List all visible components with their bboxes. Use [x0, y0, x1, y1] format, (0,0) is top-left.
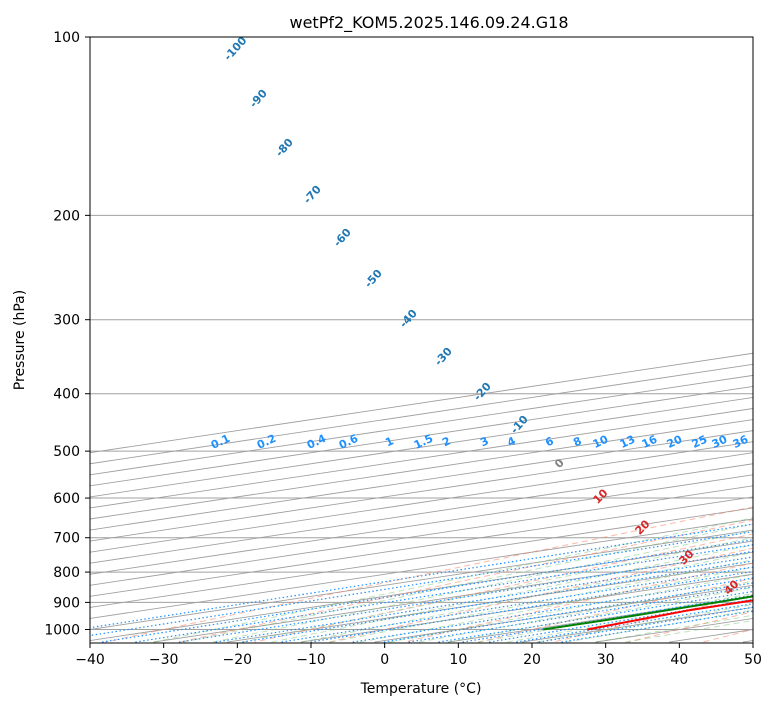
- mixing-ratio-label: 13: [618, 433, 637, 451]
- mixing-ratio-line: [102, 539, 753, 643]
- x-tick-label: 10: [449, 652, 467, 668]
- moist-adiabat-line: [418, 580, 753, 643]
- y-tick-label: 300: [53, 313, 80, 329]
- y-tick-label: 400: [53, 387, 80, 403]
- mixing-ratio-label: 16: [640, 433, 660, 451]
- dry-adiabat-label: -80: [273, 136, 296, 160]
- x-tick-label: 30: [597, 652, 615, 668]
- mixing-ratio-label: 0.2: [255, 432, 278, 452]
- sounding-profiles: [542, 595, 753, 631]
- moist-adiabat-line: [330, 559, 753, 643]
- dry-adiabat-label: -90: [247, 87, 270, 111]
- mixing-ratio-label: 4: [505, 434, 518, 449]
- mixing-ratio-label: 2: [440, 434, 452, 449]
- mixing-ratio-line: [489, 598, 753, 643]
- dry-adiabat-label: -10: [508, 413, 531, 437]
- dry-adiabat-line: [478, 578, 753, 643]
- y-tick-label: 600: [53, 491, 80, 507]
- isotherm-line: [742, 640, 753, 643]
- dry-adiabat-label: -70: [301, 183, 324, 207]
- mixing-ratio-line: [383, 582, 753, 643]
- y-tick-label: 1000: [44, 623, 80, 639]
- y-tick-label: 100: [53, 30, 80, 46]
- y-axis: 100 200 300 400 500 600 700 800 900 1000: [44, 30, 90, 639]
- moist-adiabat-line: [389, 573, 753, 643]
- mixing-ratio-label: 8: [571, 434, 583, 449]
- isotherm-line: [227, 562, 753, 643]
- isotherm-line: [521, 606, 753, 643]
- y-tick-label: 200: [53, 208, 80, 224]
- isotherm-line: [90, 529, 753, 630]
- isotherm-line: [374, 584, 753, 643]
- x-tick-label: −20: [223, 652, 253, 668]
- dry-adiabat-label: -20: [471, 380, 494, 404]
- reference-line-labels: -100-90-80-70-60-50-40-30-20-10010203040…: [209, 34, 751, 598]
- mixing-ratio-label: 1: [383, 434, 395, 449]
- moist-adiabat-line: [271, 544, 753, 643]
- y-tick-label: 500: [53, 444, 80, 460]
- reference-lines: [90, 37, 753, 643]
- dry-adiabat-label: -60: [331, 226, 354, 250]
- mixing-ratio-label: 36: [731, 433, 751, 451]
- isotherm-line: [90, 485, 753, 586]
- dry-adiabat-line: [179, 519, 753, 643]
- mixing-ratio-label: 10: [591, 433, 611, 451]
- dewpoint-line: [542, 595, 753, 631]
- mixing-ratio-line: [516, 603, 753, 643]
- dry-adiabat-line: [329, 547, 753, 643]
- x-axis: −40 −30 −20 −10 0 10 20 30 40 50: [75, 643, 762, 668]
- dry-adiabat-line: [553, 594, 753, 643]
- x-axis-label: Temperature (°C): [360, 681, 482, 697]
- moist-adiabat-label: 10: [591, 486, 611, 506]
- moist-adiabat-label: 40: [722, 577, 742, 597]
- mixing-ratio-line: [215, 556, 753, 643]
- y-tick-label: 800: [53, 565, 80, 581]
- dry-adiabat-label: -50: [362, 267, 385, 291]
- mixing-ratio-line: [135, 544, 753, 643]
- x-tick-label: 20: [523, 652, 541, 668]
- y-tick-label: 900: [53, 595, 80, 611]
- x-tick-label: 40: [670, 652, 688, 668]
- isotherm-line: [90, 452, 753, 553]
- isotherm-line: [90, 540, 753, 642]
- mixing-ratio-label: 0.4: [305, 432, 328, 452]
- mixing-ratio-line: [462, 594, 753, 643]
- mixing-ratio-label: 0.1: [209, 432, 232, 452]
- isotherm-line: [90, 474, 753, 575]
- dry-adiabat-line: [104, 506, 753, 643]
- isotherm-line: [90, 496, 753, 597]
- dry-adiabat-label: -40: [397, 307, 420, 331]
- moist-adiabat-line: [507, 598, 753, 643]
- mixing-ratio-label: 6: [543, 434, 556, 449]
- dry-adiabat-line: [254, 533, 753, 643]
- x-tick-label: −30: [149, 652, 179, 668]
- mixing-ratio-line: [352, 577, 753, 643]
- y-tick-label: 700: [53, 531, 80, 547]
- x-tick-label: −10: [296, 652, 326, 668]
- moist-adiabat-line: [477, 592, 753, 643]
- moist-adiabat-line: [241, 537, 753, 643]
- dry-adiabat-label: -100: [221, 34, 249, 63]
- x-tick-label: 50: [744, 652, 762, 668]
- mixing-ratio-label: 3: [478, 434, 490, 449]
- mixing-ratio-label: 30: [710, 433, 730, 451]
- mixing-ratio-line: [242, 560, 753, 643]
- x-tick-label: −40: [75, 652, 105, 668]
- mixing-ratio-label: 20: [665, 433, 685, 451]
- dry-adiabat-label: -30: [432, 345, 455, 369]
- mixing-ratio-line: [561, 610, 753, 643]
- isotherm-line: [90, 463, 753, 564]
- y-axis-label: Pressure (hPa): [12, 290, 28, 390]
- isotherm-line: [90, 518, 753, 619]
- plot-frame: [89, 36, 754, 644]
- mixing-ratio-line: [538, 606, 753, 643]
- mixing-ratio-line: [179, 550, 753, 643]
- x-tick-label: 0: [380, 652, 389, 668]
- chart-title: wetPf2_KOM5.2025.146.09.24.G18: [289, 13, 568, 33]
- mixing-ratio-label: 25: [690, 433, 709, 451]
- isotherm-line: [90, 507, 753, 608]
- moist-adiabat-label: 0: [552, 456, 567, 471]
